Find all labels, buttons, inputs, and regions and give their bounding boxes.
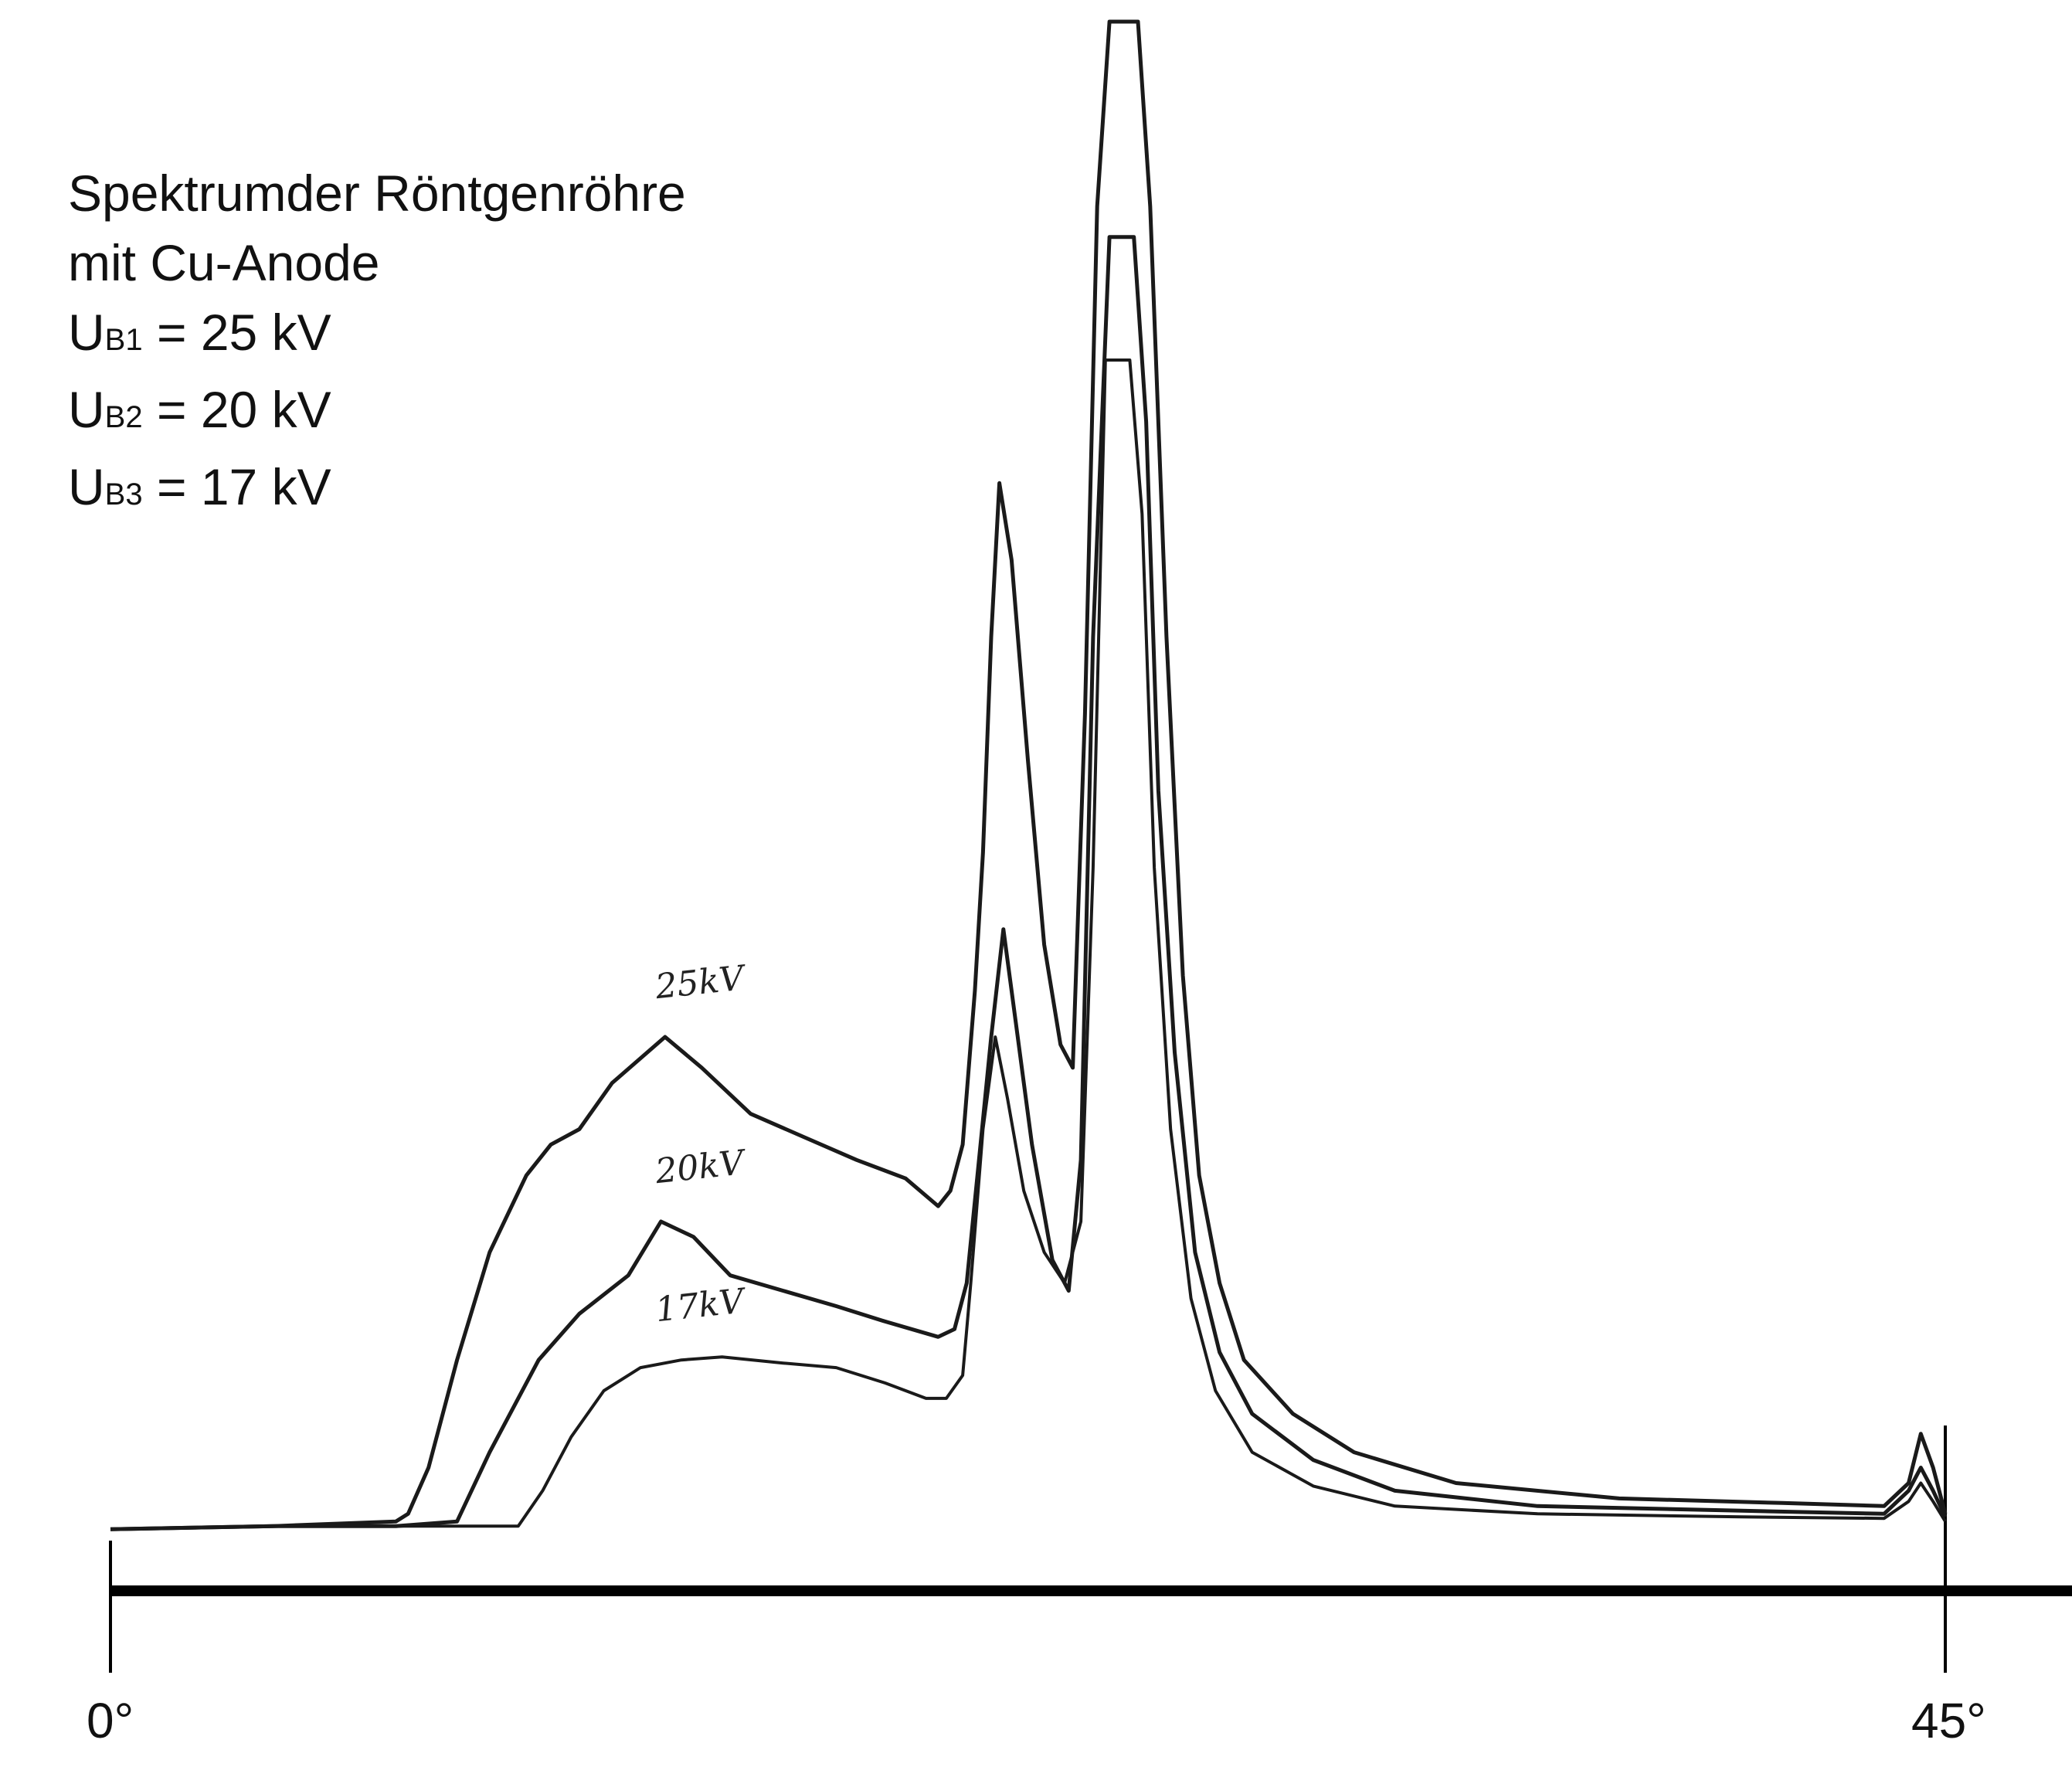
curve-label-25kV: 25kV xyxy=(653,958,749,1007)
series-line-25kV xyxy=(110,19,1948,1531)
voltage-value: = 20 kV xyxy=(142,381,331,438)
voltage-value: = 25 kV xyxy=(142,304,331,361)
chart-title-block: Spektrumder Röntgenröhre mit Cu-Anode UB… xyxy=(68,158,686,529)
voltage-value: = 17 kV xyxy=(142,458,331,515)
voltage-symbol: U xyxy=(68,381,105,438)
voltage-line-2: UB2 = 20 kV xyxy=(68,375,686,452)
voltage-line-3: UB3 = 17 kV xyxy=(68,452,686,529)
curve-label-layer: 25kV 20kV 17kV xyxy=(653,958,749,1330)
series-line-17kV xyxy=(110,358,1947,1531)
voltage-symbol: U xyxy=(68,458,105,515)
chart-title-line-2: mit Cu-Anode xyxy=(68,234,380,291)
voltage-subscript: B3 xyxy=(104,477,143,511)
voltage-subscript: B2 xyxy=(104,400,143,434)
series-layer xyxy=(110,19,1948,1531)
curve-label-20kV: 20kV xyxy=(653,1143,749,1191)
x-tick-label-0: 0° xyxy=(87,1693,134,1748)
voltage-line-1: UB1 = 25 kV xyxy=(68,297,686,375)
series-line-20kV xyxy=(110,235,1948,1531)
voltage-symbol: U xyxy=(68,304,105,361)
x-tick-label-45: 45° xyxy=(1911,1693,1986,1748)
chart-title-line-1: Spektrumder Röntgenröhre xyxy=(68,165,686,222)
curve-label-17kV: 17kV xyxy=(654,1281,749,1330)
voltage-subscript: B1 xyxy=(104,323,143,357)
